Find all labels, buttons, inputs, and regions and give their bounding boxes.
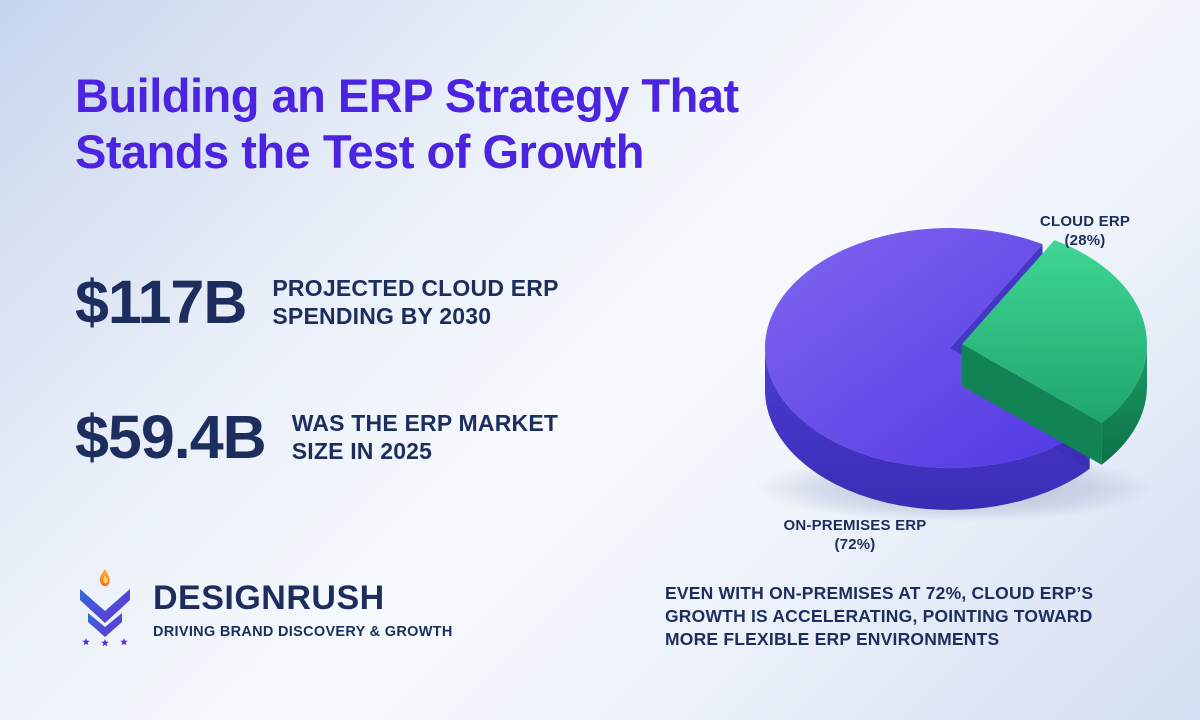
pie-slice-cloud-top <box>962 240 1147 423</box>
logo-tagline: DRIVING BRAND DISCOVERY & GROWTH <box>153 623 453 640</box>
chart-caption: EVEN WITH ON-PREMISES AT 72%, CLOUD ERP’… <box>665 583 1094 649</box>
stat-cloud-erp-spending: $117B PROJECTED CLOUD ERP SPENDING BY 20… <box>75 272 559 333</box>
pie-slice-cloud-wall <box>1101 344 1147 465</box>
stat-erp-market-size: $59.4B WAS THE ERP MARKET SIZE IN 2025 <box>75 407 558 468</box>
stat-value-59b: $59.4B <box>75 403 267 471</box>
page-title: Building an ERP Strategy That Stands the… <box>75 69 739 178</box>
stat-label-117b: PROJECTED CLOUD ERP SPENDING BY 2030 <box>272 275 559 329</box>
pie-label-onpremises-erp: ON-PREMISES ERP (72%) <box>783 517 927 553</box>
pie-chart <box>735 183 1165 523</box>
brand-logo: DESIGNRUSH DRIVING BRAND DISCOVERY & GRO… <box>75 568 453 653</box>
logo-chevron-lower <box>88 613 122 637</box>
designrush-logo-icon <box>75 568 135 653</box>
pie-label-cloud-erp: CLOUD ERP (28%) <box>1039 213 1131 249</box>
stat-label-59b: WAS THE ERP MARKET SIZE IN 2025 <box>291 410 559 464</box>
logo-star-left <box>82 638 90 646</box>
logo-star-center <box>101 639 109 647</box>
logo-chevron-upper <box>80 589 130 623</box>
pie-slice-onpremises-wall <box>765 348 1090 510</box>
logo-name: DESIGNRUSH <box>153 579 385 618</box>
stat-value-117b: $117B <box>75 268 247 336</box>
logo-star-right <box>120 638 128 646</box>
pie-slice-cloud-group <box>962 240 1147 465</box>
pie-slice-cloud-cut <box>962 344 1102 465</box>
pie-chart-svg <box>755 228 1155 522</box>
